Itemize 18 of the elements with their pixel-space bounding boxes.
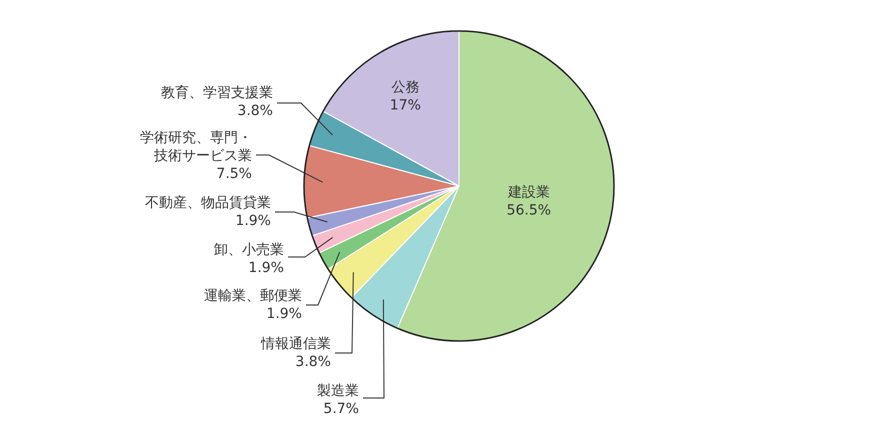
data-label: 1.9% [248,260,284,276]
slice-label: 不動産、物品賃貸業 [145,195,271,211]
data-label: 3.8% [237,103,273,119]
slice-label: 公務 [391,79,420,96]
data-label: 56.5% [506,202,552,218]
slice-label: 情報通信業 [260,336,331,352]
slice-label: 卸、小売業 [214,242,284,258]
data-label: 3.8% [295,354,331,370]
data-label: 1.9% [266,306,302,322]
data-label: 7.5% [216,166,252,182]
slice-label: 教育、学習支援業 [161,84,273,101]
slice-label: 建設業 [506,184,550,200]
slice-label: 製造業 [317,383,359,399]
data-label: 1.9% [235,213,271,229]
data-label: 5.7% [323,401,359,417]
slice-label: 運輸業、郵便業 [204,288,302,304]
data-label: 17% [390,97,421,114]
slice-label: 学術研究、専門・技術サービス業 [140,130,252,164]
